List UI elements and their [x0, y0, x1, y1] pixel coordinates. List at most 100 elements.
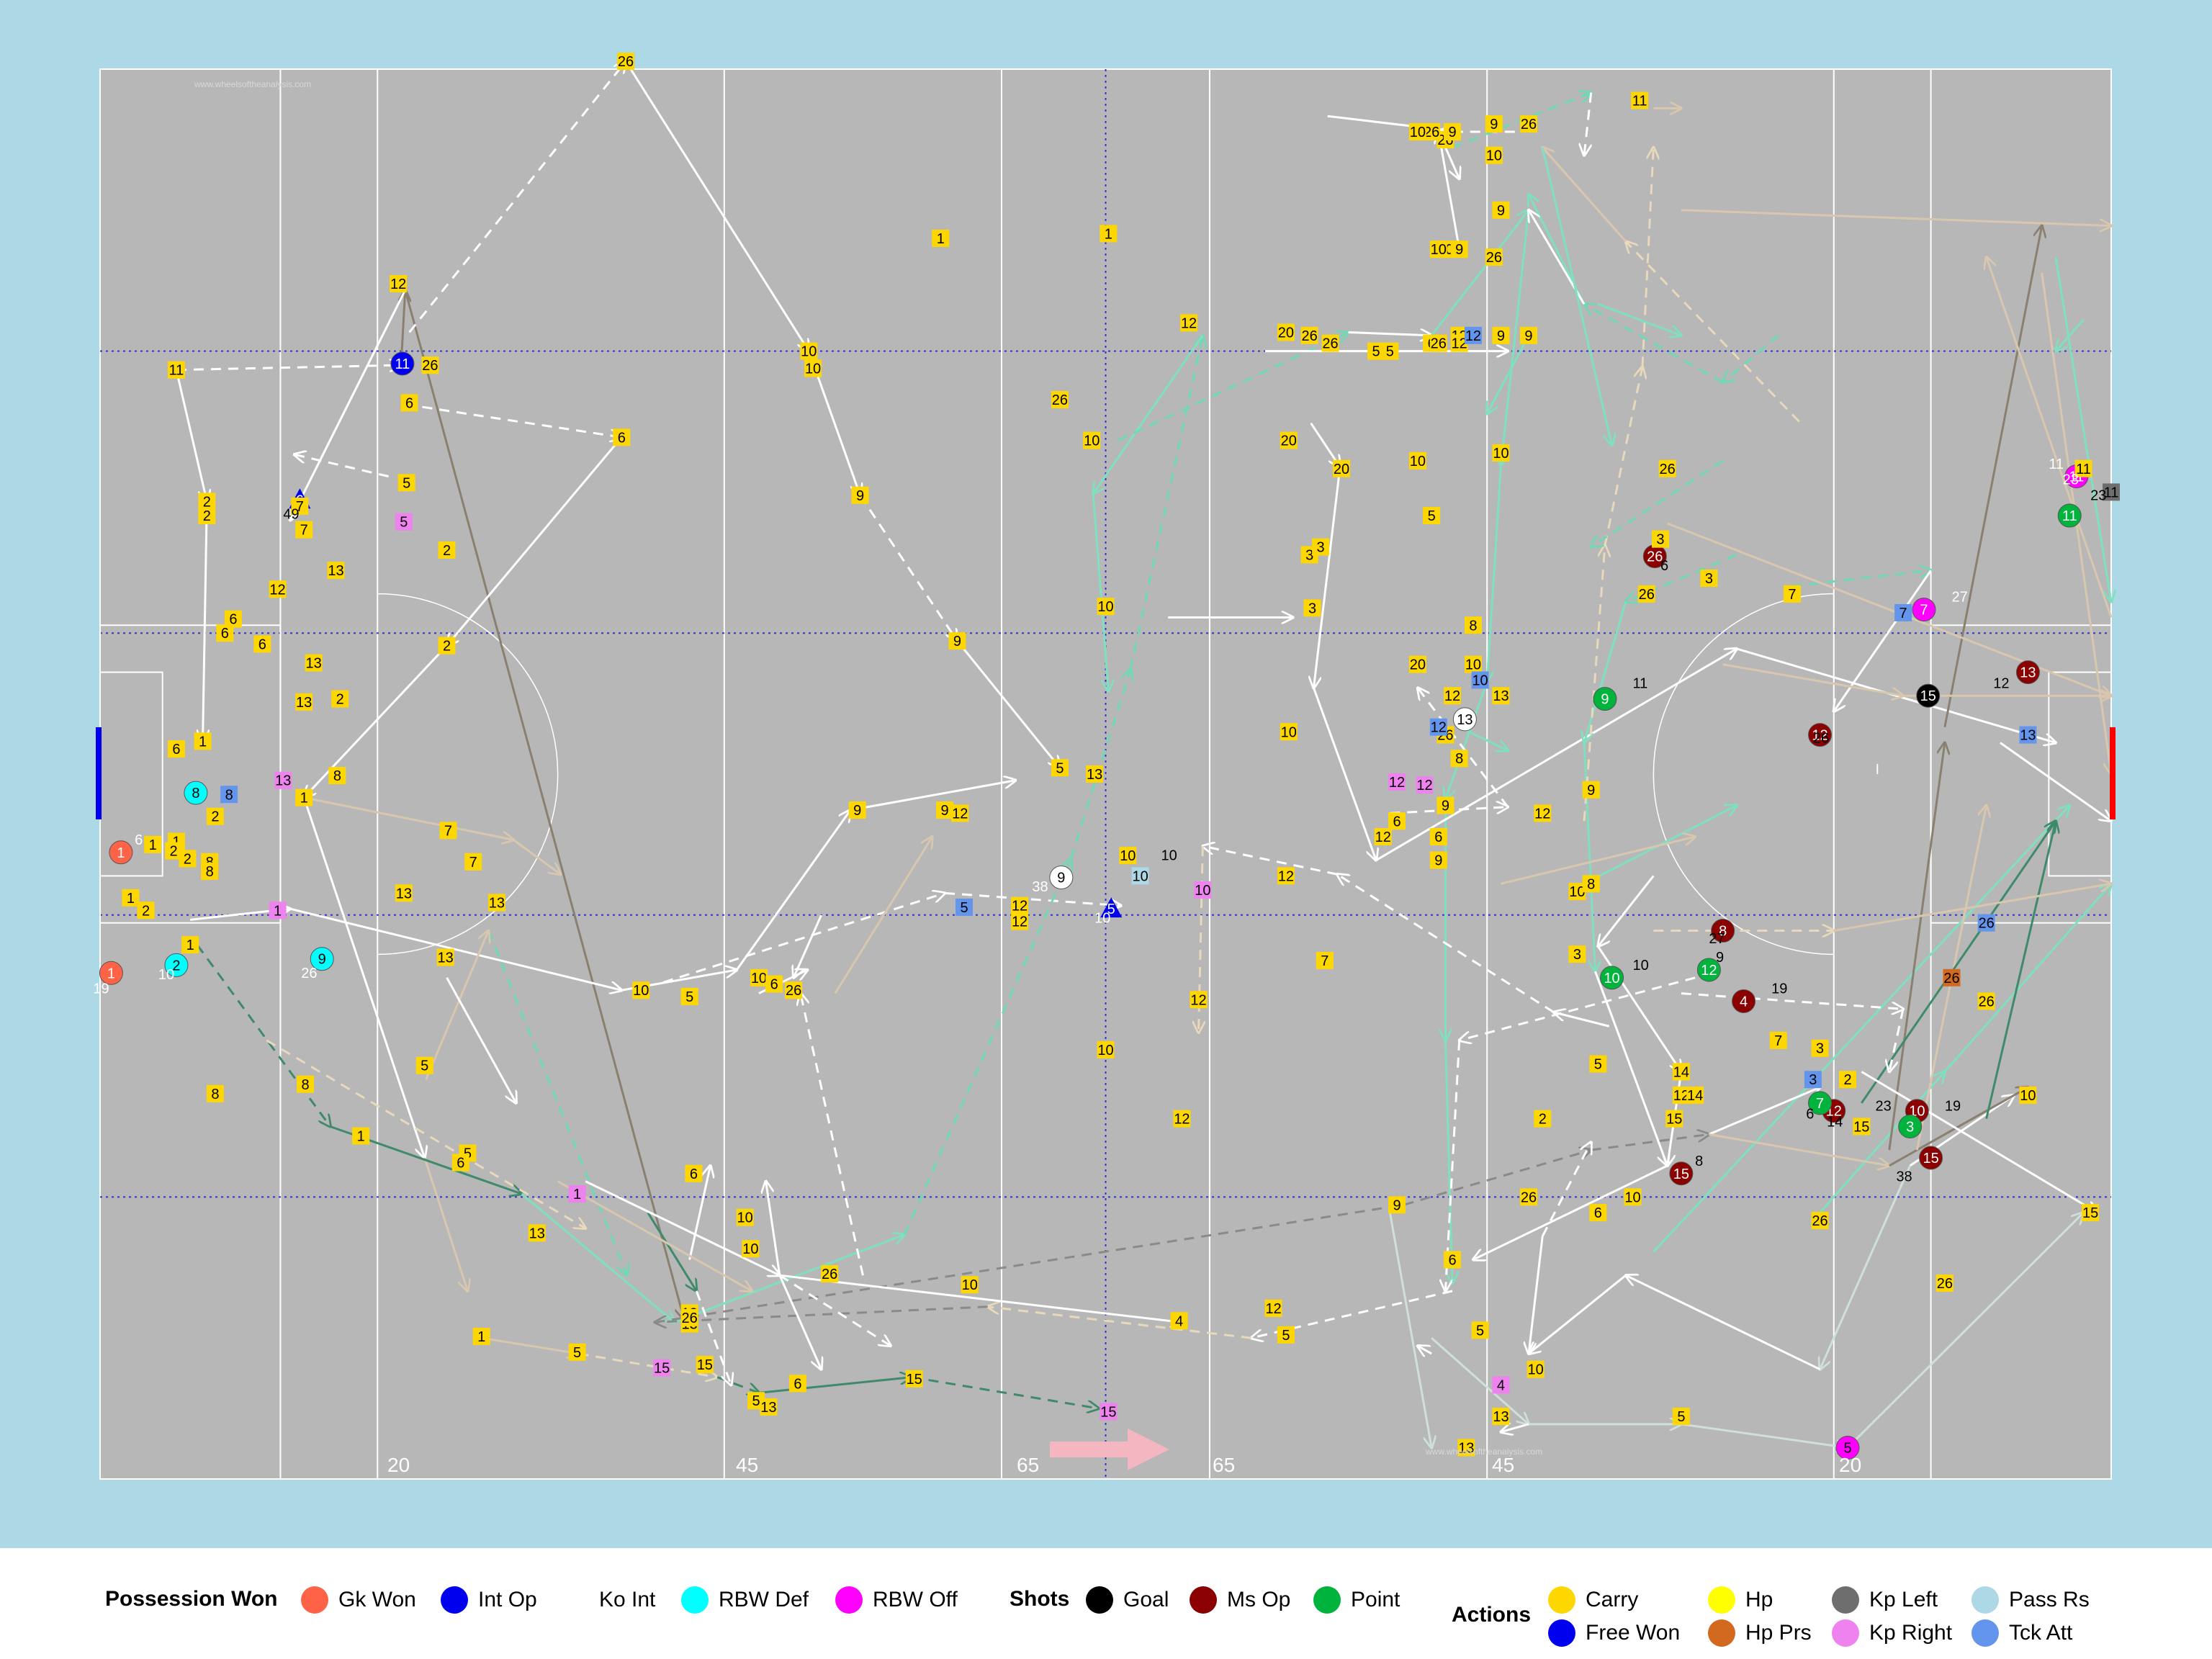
marker-shape: [1464, 616, 1482, 634]
marker-label: 6: [172, 742, 180, 757]
marker-label: 10: [1604, 971, 1619, 986]
marker-190: 7: [1783, 585, 1801, 603]
marker-label: 5: [1677, 1409, 1685, 1425]
segment-86: [1681, 209, 2111, 226]
marker-198: 26: [1977, 992, 1995, 1010]
segment-71: [988, 1307, 1251, 1339]
marker-shape: [216, 624, 234, 642]
marker-label: 3: [1906, 1120, 1914, 1136]
marker-label: 9: [1057, 871, 1065, 886]
marker-label: 26: [1639, 587, 1655, 603]
annotation-1: 19: [93, 981, 109, 997]
marker-47: 2: [438, 541, 456, 559]
legend-label: Int Op: [478, 1588, 537, 1611]
marker-shape: [1429, 851, 1447, 869]
marker-216: 10: [1131, 867, 1149, 885]
segment-141: [1388, 1212, 1431, 1447]
marker-label: 7: [1920, 603, 1928, 619]
marker-203: 6: [216, 624, 234, 642]
marker-3: 8: [184, 781, 208, 805]
marker-11: 13: [2015, 660, 2040, 685]
marker-label: 10: [1624, 1190, 1640, 1205]
marker-shape: [1011, 896, 1029, 914]
marker-label: 10: [751, 971, 767, 986]
marker-label: 26: [1424, 125, 1439, 140]
segment-138: [1681, 1423, 1848, 1448]
marker-158: 8: [1450, 750, 1468, 768]
marker-label: 12: [1278, 868, 1294, 884]
marker-6: 9: [1049, 866, 1074, 890]
marker-label: 5: [1843, 1440, 1851, 1456]
marker-shape: [2015, 660, 2040, 685]
marker-shape: [1097, 598, 1115, 616]
marker-shape: [1977, 914, 1995, 932]
marker-shape: [206, 1084, 224, 1102]
legend-label: Tck Att: [2009, 1621, 2073, 1645]
marker-shape: [2057, 503, 2082, 528]
segment-121: [779, 1274, 1182, 1322]
marker-181: 10: [1527, 1360, 1545, 1378]
legend-title-shots: Shots: [1010, 1587, 1070, 1611]
marker-label: 12: [390, 276, 406, 292]
marker-18: 9: [1593, 687, 1617, 711]
marker-label: 26: [1521, 117, 1537, 132]
segment-142: [2056, 319, 2085, 351]
segment-33: [1093, 334, 1204, 494]
marker-58: 8: [328, 767, 346, 785]
marker-label: 6: [1393, 814, 1401, 830]
marker-175: 26: [1519, 1188, 1537, 1206]
marker-label: 12: [1431, 720, 1447, 736]
marker-shape: [451, 1154, 469, 1172]
marker-label: 9: [853, 803, 861, 819]
annotation-3: 26: [301, 966, 317, 981]
marker-label: 13: [306, 656, 322, 672]
segment-39: [1487, 465, 1502, 681]
marker-label: 2: [443, 639, 451, 655]
marker-43: 11: [167, 361, 185, 379]
marker-shape: [1943, 968, 1961, 986]
marker-185: 11: [1631, 91, 1649, 109]
segment-149: [1439, 132, 1461, 250]
segment-123: [766, 1182, 781, 1276]
marker-label: 2: [172, 958, 180, 974]
legend-item-ms-op: Ms Op: [1190, 1584, 1290, 1616]
segment-55: [1834, 570, 1932, 711]
marker-shape: [1519, 326, 1537, 344]
marker-label: 14: [1687, 1088, 1703, 1104]
legend-item-point: Point: [1313, 1584, 1400, 1616]
marker-72: 13: [487, 894, 505, 912]
marker-167: 8: [1582, 875, 1600, 893]
marker-36: 1: [932, 229, 950, 247]
segment-15: [513, 839, 560, 874]
marker-shape: [1894, 603, 1912, 621]
marker-label: 8: [302, 1077, 310, 1093]
marker-107: 10: [1083, 431, 1101, 449]
marker-shape: [472, 1328, 490, 1346]
marker-128: 5: [1381, 342, 1399, 360]
marker-75: 5: [415, 1056, 433, 1074]
marker-shape: [2019, 726, 2037, 744]
marker-shape: [1277, 323, 1295, 341]
marker-shape: [821, 1265, 839, 1283]
marker-label: 14: [1673, 1064, 1689, 1080]
marker-label: 3: [1816, 1041, 1824, 1057]
marker-shape: [1582, 781, 1600, 799]
marker-shape: [2103, 483, 2120, 501]
marker-shape: [274, 771, 292, 789]
legend-item-kp-left: Kp Left: [1832, 1584, 1938, 1616]
marker-142: 26: [1519, 115, 1537, 133]
marker-label: 6: [1594, 1205, 1602, 1221]
marker-label: 1: [357, 1129, 365, 1145]
marker-label: 6: [457, 1156, 464, 1172]
marker-17: 15: [1919, 1146, 1943, 1170]
segment-38: [1501, 210, 1530, 466]
marker-shape: [1277, 867, 1295, 885]
marker-shape: [1527, 1360, 1545, 1378]
legend-label: Ms Op: [1227, 1588, 1291, 1611]
marker-161: 6: [1429, 828, 1447, 846]
marker-shape: [1658, 459, 1676, 477]
marker-shape: [1672, 1063, 1690, 1081]
marker-13: 4: [1732, 989, 1756, 1013]
marker-label: 2: [1843, 1072, 1851, 1088]
marker-117: 5: [1277, 1326, 1295, 1344]
